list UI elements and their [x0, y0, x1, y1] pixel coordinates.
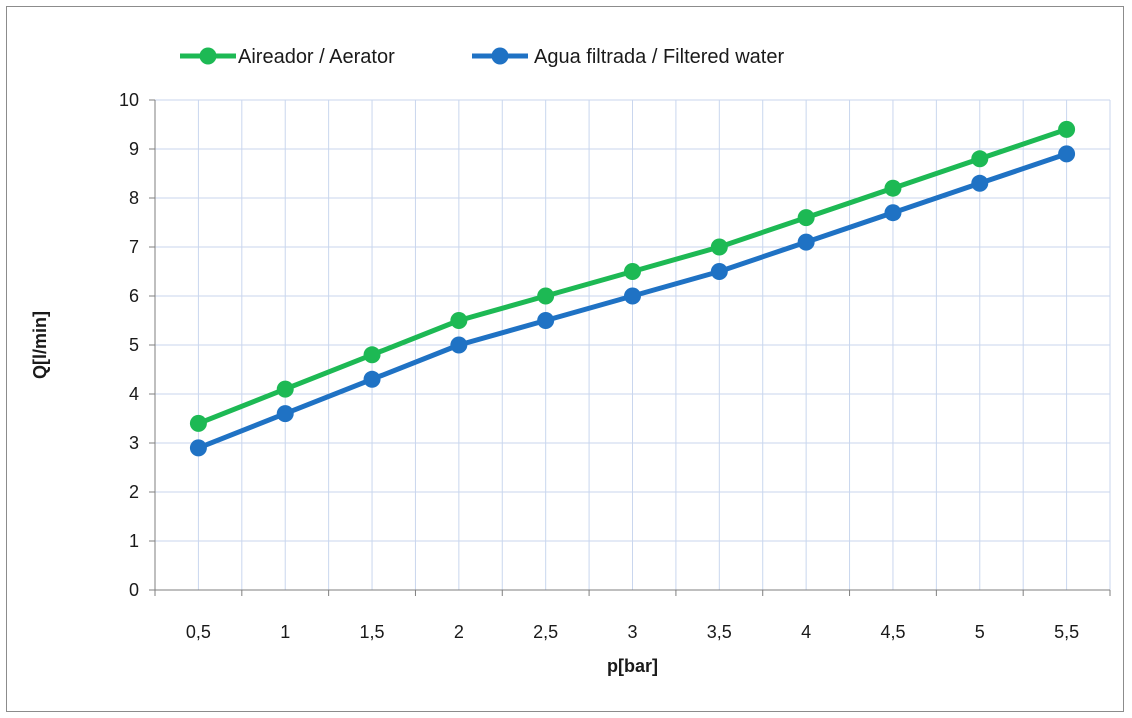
data-point: [189, 414, 207, 432]
axes: 0 1 2 3 4 5 6 7 8 9 10 0,5 1 1,5 2 2,5 3 3,5 4 4,5 5 5,5: [119, 90, 1111, 642]
x-tick-label: 3,5: [707, 622, 732, 642]
x-tick-label: 2,5: [533, 622, 558, 642]
chart-frame: [6, 6, 1124, 712]
data-point: [710, 238, 728, 256]
legend: Aireador / Aerator Agua filtrada / Filter…: [180, 46, 784, 68]
x-tick-label: 4: [801, 622, 811, 642]
y-tick-label: 9: [129, 139, 139, 159]
data-point: [189, 439, 207, 457]
y-tick-label: 3: [129, 433, 139, 453]
y-axis-title: Q[l/min]: [30, 311, 50, 379]
x-tick-label: 0,5: [186, 622, 211, 642]
x-tick-label: 4,5: [880, 622, 905, 642]
x-tick-label: 1,5: [360, 622, 385, 642]
y-tick-label: 7: [129, 237, 139, 257]
legend-marker-1: [199, 47, 217, 65]
data-point: [537, 287, 555, 305]
y-tick-label: 10: [119, 90, 139, 110]
y-tick-label: 2: [129, 482, 139, 502]
x-axis-title: p[bar]: [607, 656, 658, 676]
x-tick-label: 1: [280, 622, 290, 642]
data-point: [797, 233, 815, 251]
data-point: [884, 179, 902, 197]
legend-marker-2: [491, 47, 509, 65]
data-point: [450, 336, 468, 354]
data-point: [710, 263, 728, 280]
legend-label-1: Aireador / Aerator: [238, 46, 395, 68]
data-point: [1058, 120, 1076, 138]
data-point: [624, 263, 641, 280]
y-tick-label: 8: [129, 188, 139, 208]
data-point: [363, 370, 381, 388]
x-tick-label: 5,5: [1054, 622, 1079, 642]
x-tick-label: 5: [975, 622, 985, 642]
grid: [155, 99, 1111, 590]
data-point: [971, 150, 989, 168]
data-point: [624, 287, 641, 305]
y-tick-label: 5: [129, 335, 139, 355]
data-point: [276, 405, 294, 423]
x-tick-label: 2: [454, 622, 464, 642]
y-tick-label: 4: [129, 384, 139, 404]
data-point: [537, 312, 555, 329]
series-layer: [189, 120, 1076, 457]
y-tick-label: 0: [129, 580, 139, 600]
data-point: [797, 209, 815, 227]
y-tick-label: 1: [129, 531, 139, 551]
x-tick-label: 3: [627, 622, 637, 642]
data-point: [884, 204, 902, 222]
legend-label-2: Agua filtrada / Filtered water: [534, 46, 784, 68]
data-point: [276, 380, 294, 398]
data-point: [450, 312, 468, 329]
data-point: [971, 174, 989, 192]
data-point: [363, 346, 381, 364]
y-tick-label: 6: [129, 286, 139, 306]
data-point: [1058, 145, 1076, 163]
